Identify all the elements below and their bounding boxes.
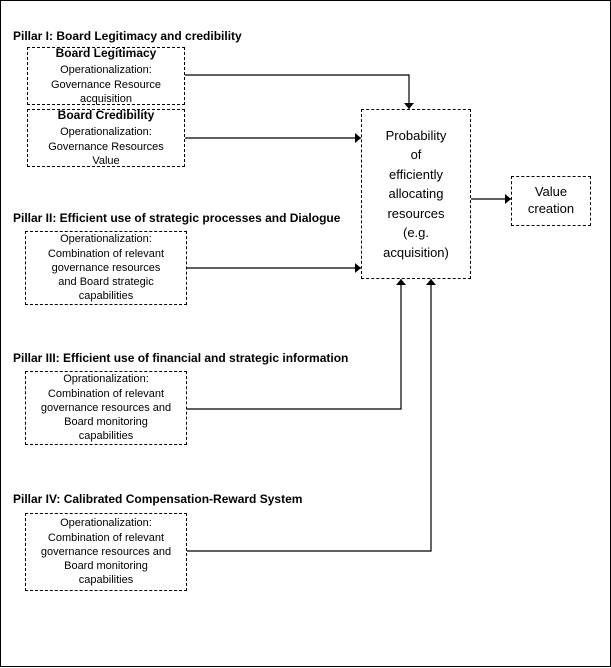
pillar-4-title: Pillar IV: Calibrated Compensation-Rewar… (13, 492, 302, 506)
box-probability: Probability of efficiently allocating re… (361, 109, 471, 279)
box-line: of (411, 145, 422, 165)
box-line: Governance Resource (51, 78, 161, 92)
box-line: acquisition) (383, 243, 449, 263)
box-line: and Board strategic (58, 275, 153, 289)
box-line: allocating (389, 184, 444, 204)
box-line: capabilities (79, 429, 133, 443)
box-line: Governance Resources (48, 140, 164, 154)
box-line: efficiently (389, 165, 443, 185)
box-line: Operationalization: (60, 125, 152, 139)
box-heading: Board Legitimacy (56, 46, 157, 62)
box-line: Operationalization: (60, 516, 152, 530)
box-board-legitimacy: Board Legitimacy Operationalization: Gov… (27, 47, 185, 105)
box-line: Oprationalization: (63, 372, 149, 386)
box-line: capabilities (79, 573, 133, 587)
box-pillar-2: Operationalization: Combination of relev… (25, 231, 187, 305)
box-line: resources (387, 204, 444, 224)
box-line: capabilities (79, 289, 133, 303)
box-line: governance resources and (41, 545, 171, 559)
box-line: creation (528, 201, 574, 218)
box-line: acquisition (80, 92, 132, 106)
box-line: Operationalization: (60, 63, 152, 77)
box-line: Value (535, 184, 567, 201)
box-line: (e.g. (403, 223, 429, 243)
box-pillar-4: Operationalization: Combination of relev… (25, 513, 187, 591)
box-heading: Board Credibility (58, 108, 155, 124)
box-line: Operationalization: (60, 232, 152, 246)
box-pillar-3: Oprationalization: Combination of releva… (25, 371, 187, 445)
box-line: governance resources (52, 261, 161, 275)
box-line: Value (92, 154, 119, 168)
box-line: governance resources and (41, 401, 171, 415)
box-line: Combination of relevant (48, 387, 164, 401)
box-line: Board monitoring (64, 415, 148, 429)
box-line: Combination of relevant (48, 247, 164, 261)
box-value-creation: Value creation (511, 176, 591, 226)
box-line: Board monitoring (64, 559, 148, 573)
pillar-2-title: Pillar II: Efficient use of strategic pr… (13, 211, 340, 225)
pillar-1-title: Pillar I: Board Legitimacy and credibili… (13, 29, 242, 43)
box-line: Probability (386, 126, 447, 146)
box-board-credibility: Board Credibility Operationalization: Go… (27, 109, 185, 167)
box-line: Combination of relevant (48, 531, 164, 545)
pillar-3-title: Pillar III: Efficient use of financial a… (13, 351, 348, 365)
